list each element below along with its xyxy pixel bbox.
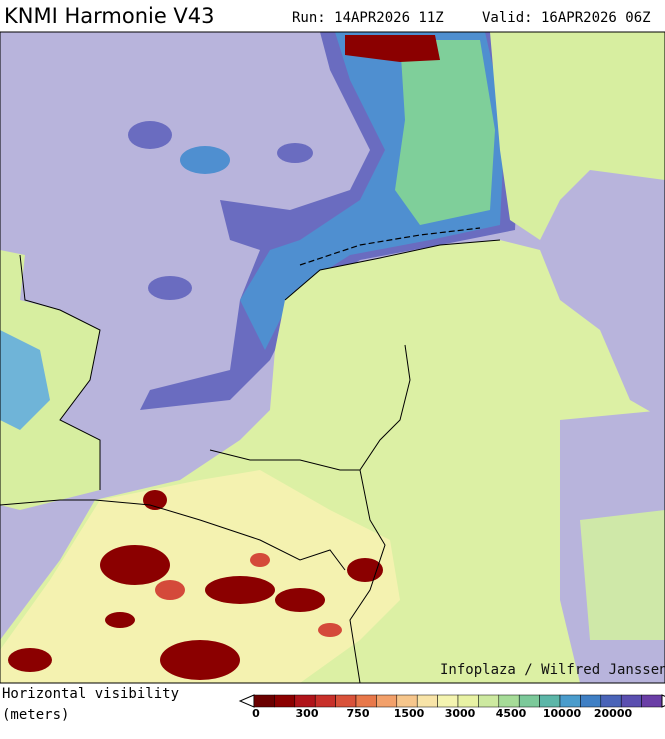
colorbar-swatch: [559, 694, 581, 708]
colorbar-swatch: [335, 694, 357, 708]
fog-land: [0, 330, 50, 430]
colorbar-swatch: [416, 694, 438, 708]
colorbar-tick-label: 10000: [543, 707, 582, 720]
map: Infoplaza / Wilfred Janssen: [0, 31, 665, 684]
credit: Infoplaza / Wilfred Janssen: [440, 662, 665, 678]
colorbar-tick-label: 750: [347, 707, 370, 720]
run-time: Run: 14APR2026 11Z: [292, 10, 444, 26]
colorbar-tick-label: 1500: [394, 707, 425, 720]
colorbar-swatch: [580, 694, 602, 708]
colorbar-tick-label: 4500: [496, 707, 527, 720]
title: KNMI Harmonie V43: [4, 4, 215, 28]
fog-patch: [180, 146, 230, 174]
fog-green: [395, 40, 495, 225]
colorbar-swatch: [294, 694, 316, 708]
colorbar-swatch: [376, 694, 398, 708]
colorbar: 0 300 750 1500 3000 4500 10000 20000: [238, 694, 665, 720]
fog-patch: [277, 143, 313, 163]
colorbar-swatch: [641, 694, 663, 708]
colorbar-swatch: [457, 694, 479, 708]
colorbar-swatch: [355, 694, 377, 708]
border: [0, 239, 501, 683]
fog-dense: [345, 35, 440, 62]
valid-time: Valid: 16APR2026 06Z: [482, 10, 651, 26]
fog-patch: [128, 121, 172, 149]
land: [0, 250, 100, 510]
colorbar-swatch: [314, 694, 336, 708]
colorbar-swatch: [600, 694, 622, 708]
land: [580, 510, 665, 640]
colorbar-tick-label: 20000: [594, 707, 633, 720]
dense-fog: [8, 490, 383, 680]
colorbar-swatch: [620, 694, 642, 708]
colorbar-swatch: [518, 694, 540, 708]
colorbar-swatch: [498, 694, 520, 708]
colorbar-tick-label: 3000: [445, 707, 476, 720]
legend-label: (meters): [2, 707, 69, 723]
colorbar-tick-label: 300: [296, 707, 319, 720]
colorbar-swatch: [274, 694, 296, 708]
colorbar-swatch: [253, 694, 275, 708]
colorbar-tick-label: 0: [252, 707, 260, 720]
colorbar-swatch: [396, 694, 418, 708]
land-clearer: [0, 470, 400, 683]
colorbar-arrow: [661, 694, 665, 708]
colorbar-swatch: [539, 694, 561, 708]
map-frame: [0, 31, 665, 684]
land: [490, 32, 665, 240]
fog-patch: [148, 276, 192, 300]
colorbar-swatch: [478, 694, 500, 708]
coast-dashed: [299, 227, 481, 266]
legend-label: Horizontal visibility: [2, 686, 179, 702]
fog: [155, 553, 342, 637]
colorbar-swatch: [437, 694, 459, 708]
